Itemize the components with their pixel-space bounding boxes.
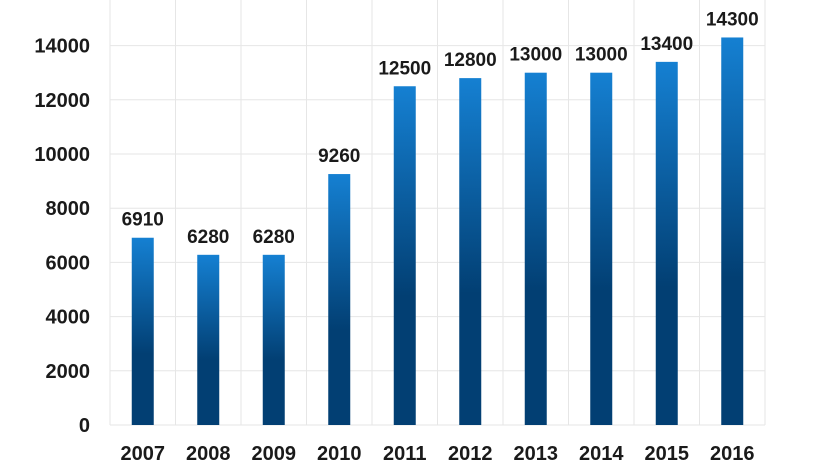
x-tick-label: 2010 [317, 443, 362, 464]
bar-2013 [524, 72, 547, 425]
x-tick-label: 2009 [252, 443, 297, 464]
data-label: 9260 [318, 146, 360, 167]
data-label: 6910 [122, 210, 164, 231]
bar-2014 [590, 72, 613, 425]
bar-2007 [131, 237, 154, 425]
y-tick-label: 12000 [34, 90, 90, 112]
y-tick-label: 2000 [46, 361, 91, 383]
y-tick-label: 4000 [46, 307, 91, 329]
y-tick-label: 14000 [34, 36, 90, 58]
x-tick-label: 2013 [514, 443, 559, 464]
bar-2011 [393, 86, 416, 425]
bar-2009 [262, 254, 285, 425]
x-tick-label: 2015 [645, 443, 690, 464]
y-axis-tick-labels: 0 2000 4000 6000 8000 10000 12000 14000 16000 [34, 0, 90, 437]
grid [109, 0, 766, 426]
x-axis-tick-labels: 2007 2008 2009 2010 2011 2012 2013 2014 2015 2016 [121, 443, 755, 464]
x-tick-label: 2012 [448, 443, 493, 464]
y-tick-label: 16000 [34, 0, 90, 3]
data-label: 13000 [575, 45, 628, 66]
bar-2008 [197, 254, 220, 425]
bar-2015 [655, 61, 678, 426]
bar-2012 [459, 78, 482, 426]
data-label: 12500 [378, 58, 431, 79]
bar-2010 [328, 174, 351, 425]
x-tick-label: 2008 [186, 443, 231, 464]
data-label: 12800 [444, 50, 497, 71]
bar-2016 [721, 37, 744, 425]
x-tick-label: 2014 [579, 443, 624, 464]
x-tick-label: 2016 [710, 443, 755, 464]
x-tick-label: 2007 [121, 443, 166, 464]
y-tick-label: 0 [79, 415, 90, 437]
data-label: 13000 [509, 45, 562, 66]
bars [131, 37, 744, 426]
data-label: 6280 [253, 227, 295, 248]
y-tick-label: 10000 [34, 144, 90, 166]
x-tick-label: 2011 [383, 443, 426, 464]
y-tick-label: 6000 [46, 252, 91, 274]
data-label: 13400 [640, 34, 693, 55]
data-label: 14300 [706, 9, 759, 30]
data-labels: 6910 6280 6280 9260 12500 12800 13000 13000 1340… [122, 9, 759, 247]
data-label: 6280 [187, 227, 229, 248]
y-tick-label: 8000 [46, 198, 91, 220]
